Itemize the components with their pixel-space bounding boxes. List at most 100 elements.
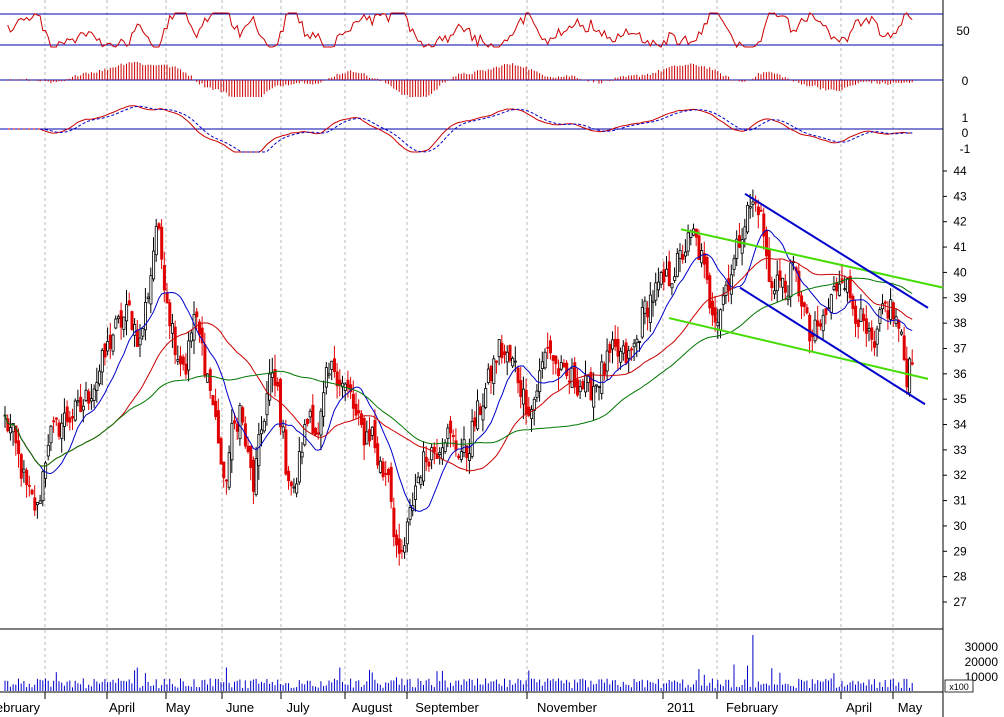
candle-body: [335, 371, 339, 387]
candle-body: [600, 361, 604, 394]
candle-body: [578, 386, 582, 393]
candle-body: [891, 302, 895, 320]
candle-body: [765, 230, 769, 257]
price-tick-label: 32: [953, 468, 967, 482]
candle-body: [268, 373, 272, 401]
month-label: February: [0, 700, 41, 715]
candle-body: [581, 381, 585, 389]
candle-body: [216, 410, 220, 444]
candle-body: [651, 300, 655, 303]
candle-body: [613, 338, 617, 347]
candle-body: [440, 447, 444, 460]
rsi-panel: [7, 12, 913, 49]
candle-body: [505, 351, 509, 363]
candle-body: [19, 454, 23, 479]
candle-body: [675, 253, 679, 277]
candle-body: [54, 417, 58, 420]
month-label: November: [537, 700, 598, 715]
panel-frames: [0, 0, 944, 717]
candle-body: [900, 331, 904, 335]
candle-body: [659, 272, 663, 285]
candle-body: [781, 277, 785, 288]
candle-body: [38, 500, 42, 504]
candle-body: [746, 205, 750, 233]
candle-body: [446, 427, 450, 440]
candle-body: [535, 390, 539, 398]
candle-body: [84, 389, 88, 402]
candle-body: [222, 461, 226, 479]
candle-body: [27, 484, 31, 487]
candle-body: [165, 292, 169, 304]
candle-body: [557, 368, 561, 377]
candle-body: [657, 281, 661, 291]
candle-body: [729, 274, 733, 295]
candle-body: [413, 485, 417, 500]
month-label: August: [352, 700, 393, 715]
candle-body: [408, 507, 412, 520]
rsi-line: [7, 12, 913, 49]
candle-body: [678, 250, 682, 259]
candle-body: [470, 420, 474, 457]
ma-long-line: [4, 277, 913, 467]
candle-body: [783, 280, 787, 293]
candle-body: [324, 367, 328, 388]
candle-body: [881, 303, 885, 310]
candle-body: [354, 403, 358, 416]
candle-body: [686, 232, 690, 252]
candle-body: [195, 311, 199, 318]
candle-body: [238, 405, 242, 440]
candle-body: [292, 486, 296, 489]
candle-body: [829, 294, 833, 313]
candle-body: [270, 372, 274, 378]
price-tick-label: 28: [953, 570, 967, 584]
candle-body: [643, 300, 647, 314]
candle-body: [71, 416, 75, 419]
candle-body: [106, 341, 110, 352]
candle-body: [233, 420, 237, 424]
candle-body: [635, 338, 639, 344]
candle-body: [203, 344, 207, 376]
candle-body: [76, 400, 80, 403]
candle-body: [162, 265, 166, 291]
blue-channel-upper: [744, 192, 929, 309]
candle-body: [308, 410, 312, 418]
candle-body: [670, 283, 674, 289]
candle-body: [197, 321, 201, 335]
candle-body: [432, 446, 436, 453]
candle-body: [867, 328, 871, 332]
candle-body: [759, 209, 763, 212]
candle-body: [797, 270, 801, 297]
candle-body: [33, 497, 37, 511]
candle-body: [365, 431, 369, 445]
candle-body: [138, 337, 142, 346]
candle-body: [332, 358, 336, 372]
candle-body: [395, 534, 399, 546]
candle-body: [327, 373, 331, 376]
candle-body: [500, 342, 504, 359]
price-tick-label: 29: [953, 544, 967, 558]
candle-body: [200, 327, 204, 344]
candle-body: [705, 257, 709, 280]
candle-body: [254, 458, 258, 495]
candle-body: [516, 367, 520, 384]
price-tick-label: 42: [953, 215, 967, 229]
candle-body: [389, 466, 393, 502]
candle-body: [684, 251, 688, 257]
candle-body: [619, 350, 623, 363]
candle-body: [910, 362, 914, 365]
price-tick-label: 35: [953, 392, 967, 406]
candle-body: [486, 368, 490, 383]
candle-body: [616, 338, 620, 357]
candle-body: [17, 440, 21, 455]
candle-body: [276, 381, 280, 387]
candle-body: [508, 345, 512, 361]
candle-body: [246, 445, 250, 452]
candle-body: [281, 426, 285, 433]
signal-line: [5, 105, 913, 153]
candle-body: [22, 468, 26, 473]
price-tick-label: 27: [953, 595, 967, 609]
candle-body: [184, 363, 188, 375]
volume-multiplier-box: [944, 679, 974, 693]
candle-body: [565, 362, 569, 377]
candle-body: [108, 334, 112, 349]
